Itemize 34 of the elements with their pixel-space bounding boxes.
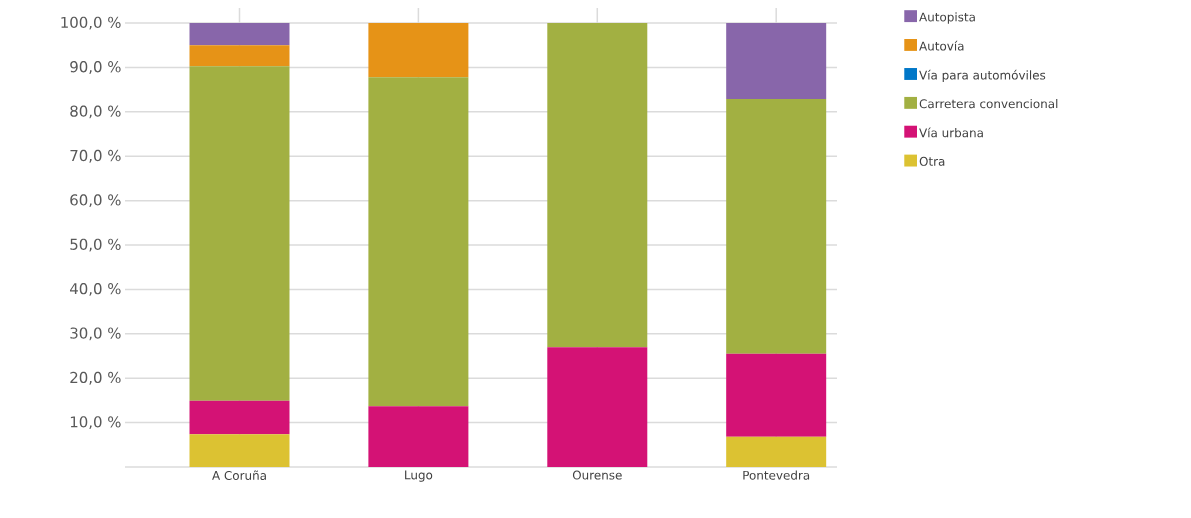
bar [726, 99, 827, 354]
y-tick-label: 90,0 % [70, 61, 121, 74]
legend-label: Carretera convencional [919, 99, 1058, 109]
x-tick-label: Lugo [405, 470, 433, 482]
x-tick-label: A Coruña [212, 470, 266, 480]
bar [368, 406, 469, 467]
legend-label: Vía para automóviles [919, 69, 1046, 82]
bar [368, 77, 469, 407]
y-tick-label: 10,0 % [70, 416, 121, 430]
legend-label: Autopista [919, 12, 975, 24]
legend-label: Vía urbana [919, 127, 983, 138]
bar [726, 353, 827, 437]
bar [189, 23, 290, 46]
legend-label: Autovía [919, 40, 964, 51]
bar [726, 23, 827, 99]
bar [189, 434, 290, 467]
bar [726, 436, 827, 467]
bar [189, 400, 290, 435]
x-tick-label: Ourense [572, 470, 622, 480]
bar [547, 347, 648, 467]
y-tick-label: 50,0 % [70, 238, 121, 252]
y-tick-label: 30,0 % [70, 327, 121, 341]
bar [368, 23, 469, 78]
bar [547, 23, 648, 348]
y-tick-label: 40,0 % [69, 283, 121, 296]
y-tick-label: 70,0 % [70, 149, 121, 163]
x-tick-label: Pontevedra [743, 470, 810, 480]
bar [189, 45, 290, 67]
y-tick-label: 100,0 % [61, 16, 121, 30]
y-tick-label: 80,0 % [70, 105, 121, 119]
legend-label: Otra [919, 156, 945, 166]
bar [189, 66, 290, 401]
y-tick-label: 60,0 % [70, 194, 121, 208]
y-tick-label: 20,0 % [70, 371, 121, 385]
